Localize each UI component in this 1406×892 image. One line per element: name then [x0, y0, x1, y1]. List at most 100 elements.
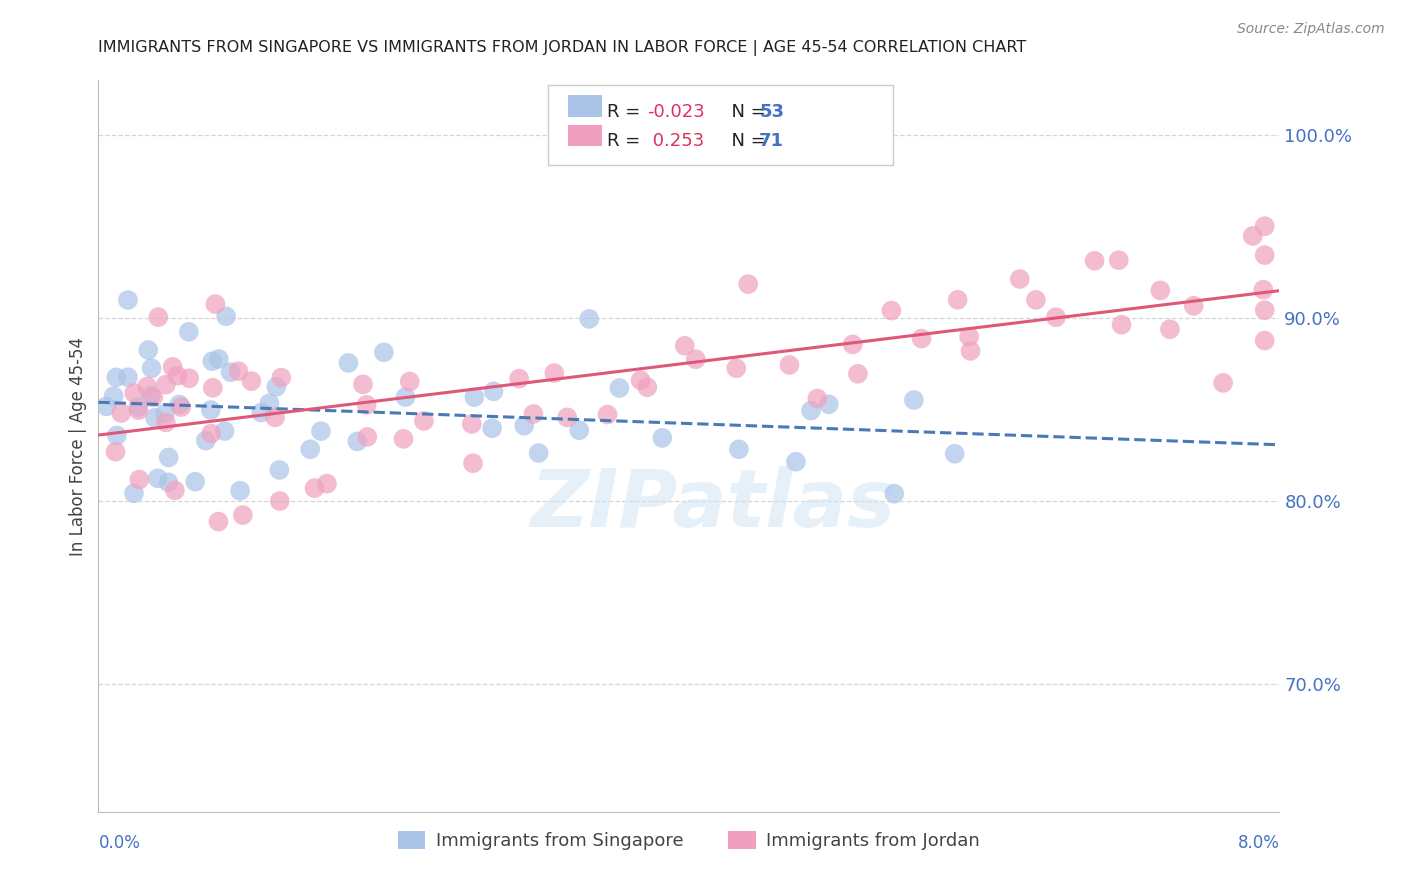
Point — [1111, 318, 1133, 332]
Point — [228, 364, 250, 378]
Point — [1159, 322, 1181, 336]
Point — [166, 368, 188, 383]
Point — [146, 471, 169, 485]
Point — [1241, 228, 1264, 243]
Text: R =: R = — [607, 103, 647, 120]
Point — [1025, 293, 1047, 307]
Point — [162, 359, 184, 374]
Point — [103, 389, 125, 403]
Point — [1254, 219, 1277, 234]
Point — [373, 345, 395, 359]
Text: Source: ZipAtlas.com: Source: ZipAtlas.com — [1237, 22, 1385, 37]
Point — [817, 397, 839, 411]
Text: 71: 71 — [759, 132, 785, 150]
Point — [1084, 253, 1107, 268]
Text: 0.253: 0.253 — [647, 132, 704, 150]
Point — [463, 390, 485, 404]
Point — [270, 370, 292, 384]
Point — [1212, 376, 1234, 390]
Point — [232, 508, 254, 522]
Point — [266, 380, 288, 394]
Legend: Immigrants from Singapore, Immigrants from Jordan: Immigrants from Singapore, Immigrants fr… — [391, 823, 987, 857]
Point — [785, 455, 807, 469]
Text: IMMIGRANTS FROM SINGAPORE VS IMMIGRANTS FROM JORDAN IN LABOR FORCE | AGE 45-54 C: IMMIGRANTS FROM SINGAPORE VS IMMIGRANTS … — [98, 40, 1026, 56]
Point — [214, 424, 236, 438]
Point — [215, 310, 238, 324]
Point — [596, 408, 619, 422]
Point — [630, 373, 652, 387]
Point — [201, 381, 224, 395]
Point — [392, 432, 415, 446]
Point — [356, 430, 378, 444]
Point — [143, 410, 166, 425]
Point — [269, 463, 291, 477]
Point — [200, 403, 222, 417]
Point — [578, 312, 600, 326]
Point — [204, 297, 226, 311]
Point — [356, 398, 378, 412]
Text: 0.0%: 0.0% — [98, 834, 141, 852]
Text: -0.023: -0.023 — [647, 103, 704, 120]
Point — [413, 414, 436, 428]
Point — [157, 450, 180, 465]
Point — [725, 361, 748, 376]
Point — [309, 424, 332, 438]
Point — [555, 410, 578, 425]
Point — [1149, 284, 1171, 298]
Point — [194, 434, 217, 448]
Point — [170, 400, 193, 414]
Point — [337, 356, 360, 370]
Point — [481, 421, 503, 435]
Point — [346, 434, 368, 449]
Text: 8.0%: 8.0% — [1237, 834, 1279, 852]
Text: ZIPatlas: ZIPatlas — [530, 466, 896, 543]
Point — [264, 410, 287, 425]
Point — [1254, 303, 1277, 318]
Point — [522, 407, 544, 421]
Point — [105, 370, 128, 384]
Point — [910, 332, 932, 346]
Point — [543, 366, 565, 380]
Point — [1254, 248, 1277, 262]
Point — [778, 358, 800, 372]
Point — [1182, 299, 1205, 313]
Point — [96, 400, 118, 414]
Y-axis label: In Labor Force | Age 45-54: In Labor Force | Age 45-54 — [69, 336, 87, 556]
Point — [153, 407, 176, 421]
Point — [1253, 283, 1275, 297]
Point — [229, 483, 252, 498]
Point — [240, 374, 263, 388]
Point — [200, 426, 222, 441]
Point — [673, 339, 696, 353]
Point — [943, 447, 966, 461]
Point — [163, 483, 186, 498]
Point — [1045, 310, 1067, 325]
Text: N =: N = — [720, 103, 772, 120]
Text: N =: N = — [720, 132, 772, 150]
Point — [105, 428, 128, 442]
Point — [959, 343, 981, 358]
Point — [127, 400, 149, 414]
Point — [568, 423, 591, 437]
Point — [219, 365, 242, 379]
Point — [316, 476, 339, 491]
Point — [128, 473, 150, 487]
Point — [352, 377, 374, 392]
Point — [201, 354, 224, 368]
Point — [636, 380, 658, 394]
Point — [841, 337, 863, 351]
Point — [155, 377, 177, 392]
Point — [394, 390, 416, 404]
Point — [127, 403, 149, 417]
Point — [142, 390, 165, 404]
Point — [609, 381, 631, 395]
Point — [527, 446, 550, 460]
Point — [269, 494, 291, 508]
Point — [167, 397, 190, 411]
Point — [136, 379, 159, 393]
Point — [846, 367, 869, 381]
Point — [957, 329, 980, 343]
Point — [651, 431, 673, 445]
Point — [685, 352, 707, 367]
Point — [883, 486, 905, 500]
